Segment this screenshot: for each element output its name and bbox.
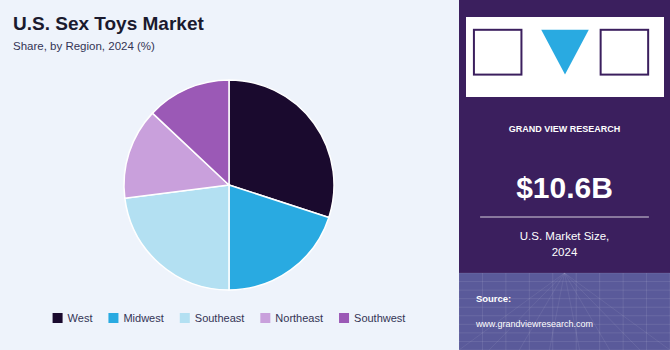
decor-line [489, 273, 564, 350]
annotation-line: U.S. Market Size, [520, 230, 609, 242]
source-label: Source: [476, 293, 511, 304]
panel-bottom [459, 273, 670, 350]
panel-background [459, 0, 670, 350]
side-panel: GRAND VIEW RESEARCH $10.6B U.S. Market Siz… [459, 0, 670, 350]
logo-block [474, 30, 522, 75]
decor-line [459, 281, 670, 282]
chart: U.S. Sex Toys Market Share, by Region, 20… [0, 0, 670, 350]
legend-item: Southwest [339, 312, 405, 324]
pie-slice [152, 80, 229, 185]
legend-item: Northeast [260, 312, 323, 324]
source-url: www.grandviewresearch.com [475, 319, 593, 329]
legend-label: Southwest [354, 312, 405, 324]
subtitle: Share, by Region, 2024 (%) [13, 40, 155, 52]
legend-swatch [260, 313, 270, 323]
legend-swatch [339, 313, 349, 323]
decor-line [565, 273, 580, 350]
market-label: U.S. Market Size, 2024 [520, 230, 609, 258]
decor-line [565, 273, 640, 350]
decor-line [565, 273, 610, 350]
pie-slice [125, 185, 229, 290]
decor-line [529, 273, 530, 350]
legend-item: Midwest [108, 312, 163, 324]
decor-line [505, 273, 506, 350]
annotation-line: 2024 [552, 246, 578, 258]
decor-line [646, 273, 647, 350]
decor-line [623, 273, 624, 350]
decor-line [549, 273, 564, 350]
market-size: $10.6B [516, 171, 613, 204]
logo-text: GRAND VIEW RESEARCH [509, 124, 621, 134]
decor-line [459, 307, 670, 308]
logo-block [601, 30, 649, 75]
legend-swatch [53, 313, 63, 323]
legend-label: Northeast [275, 312, 323, 324]
legend: West Midwest Southeast Northeast Southwest [53, 312, 406, 324]
logo-box [466, 17, 664, 97]
legend-item: Southeast [180, 312, 245, 324]
pie-slice [229, 185, 329, 290]
panel-decoration [459, 273, 670, 350]
decor-line [459, 273, 565, 350]
decor-line [482, 273, 483, 350]
decor-line [519, 273, 564, 350]
decor-line [565, 273, 670, 350]
legend-label: Midwest [123, 312, 163, 324]
legend-swatch [180, 313, 190, 323]
pie [124, 80, 334, 290]
decor-line [459, 341, 670, 342]
logo [466, 17, 664, 97]
decor-line [459, 273, 460, 350]
legend-item: West [53, 312, 93, 324]
decor-line [459, 290, 670, 291]
decor-line [459, 315, 670, 316]
background [0, 0, 670, 350]
logo-triangle [541, 30, 589, 75]
divider [480, 217, 649, 218]
decor-line [459, 332, 670, 333]
decor-line [599, 273, 600, 350]
legend-swatch [108, 313, 118, 323]
legend-label: Southeast [195, 312, 245, 324]
title: U.S. Sex Toys Market [13, 13, 204, 34]
legend-label: West [68, 312, 93, 324]
